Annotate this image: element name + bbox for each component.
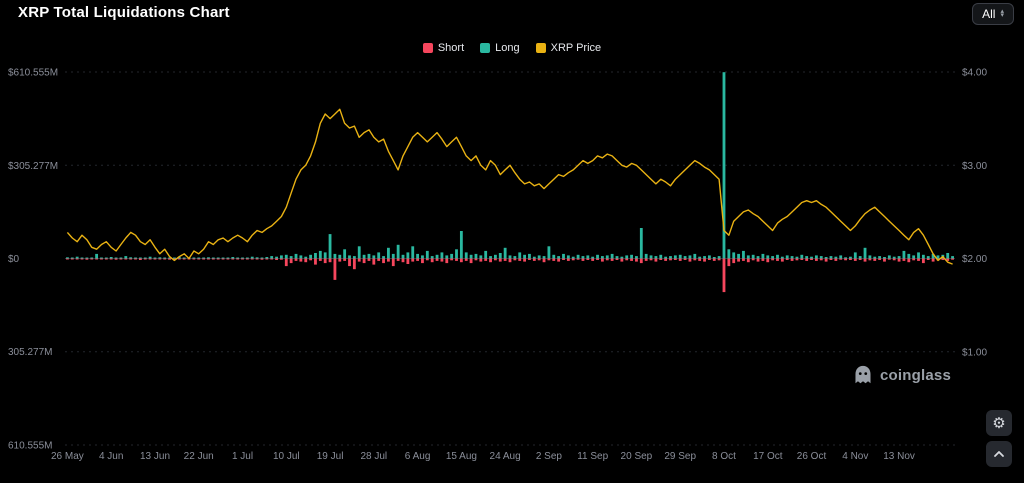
svg-text:13 Nov: 13 Nov <box>883 451 915 462</box>
svg-text:8 Oct: 8 Oct <box>712 451 736 462</box>
svg-text:11 Sep: 11 Sep <box>577 451 608 462</box>
legend-label: Short <box>437 42 465 54</box>
svg-text:4 Jun: 4 Jun <box>99 451 123 462</box>
svg-text:13 Jun: 13 Jun <box>140 451 170 462</box>
short-swatch-icon <box>422 43 433 53</box>
svg-text:4 Nov: 4 Nov <box>842 451 868 462</box>
xrp-price-swatch-icon <box>535 43 546 53</box>
svg-text:10 Jul: 10 Jul <box>273 451 300 462</box>
price-line <box>66 108 953 265</box>
svg-text:6 Aug: 6 Aug <box>405 451 431 462</box>
svg-text:$0: $0 <box>8 254 20 265</box>
range-selector-label: All <box>982 7 996 21</box>
svg-text:$1.00: $1.00 <box>962 347 987 358</box>
watermark-text: coinglass <box>880 366 951 384</box>
x-axis-labels: 26 May 4 Jun 13 Jun 22 Jun 1 Jul 10 Jul 19 Jul… <box>51 451 915 462</box>
svg-text:$3.00: $3.00 <box>962 161 987 172</box>
svg-text:$305.277M: $305.277M <box>8 161 58 172</box>
svg-text:26 Oct: 26 Oct <box>797 451 827 462</box>
svg-text:22 Jun: 22 Jun <box>184 451 214 462</box>
collapse-button[interactable] <box>986 441 1012 467</box>
svg-text:15 Aug: 15 Aug <box>446 451 477 462</box>
svg-text:29 Sep: 29 Sep <box>664 451 696 462</box>
svg-text:$610.555M: $610.555M <box>8 68 58 79</box>
legend-item-long[interactable]: Long <box>480 42 520 54</box>
settings-button[interactable]: ⚙ <box>986 410 1012 436</box>
short-bars <box>66 258 954 293</box>
svg-text:1 Jul: 1 Jul <box>232 451 253 462</box>
coinglass-logo-icon <box>855 365 871 384</box>
svg-text:28 Jul: 28 Jul <box>360 451 387 462</box>
y-axis-labels-right: $4.00 $3.00 $2.00 $1.00 <box>962 68 987 359</box>
chevron-up-icon <box>994 451 1004 457</box>
range-selector-button[interactable]: All ▴ ▾ <box>972 3 1014 25</box>
svg-text:17 Oct: 17 Oct <box>753 451 783 462</box>
chevron-up-down-icon: ▴ ▾ <box>1000 8 1004 19</box>
legend-label: Long <box>495 42 520 54</box>
svg-text:305.277M: 305.277M <box>8 347 52 358</box>
chart-legend: Short Long XRP Price <box>0 42 1024 54</box>
svg-text:2 Sep: 2 Sep <box>536 451 563 462</box>
page-title: XRP Total Liquidations Chart <box>18 4 230 21</box>
svg-text:$2.00: $2.00 <box>962 254 987 265</box>
legend-item-short[interactable]: Short <box>422 42 465 54</box>
long-swatch-icon <box>480 43 491 53</box>
legend-item-xrp-price[interactable]: XRP Price <box>535 42 602 54</box>
legend-label: XRP Price <box>550 42 602 54</box>
svg-text:24 Aug: 24 Aug <box>490 451 521 462</box>
svg-text:26 May: 26 May <box>51 451 84 462</box>
svg-text:20 Sep: 20 Sep <box>621 451 653 462</box>
y-axis-labels-left: $610.555M $305.277M $0 305.277M 610.555M <box>8 68 58 452</box>
svg-text:19 Jul: 19 Jul <box>317 451 344 462</box>
svg-text:$4.00: $4.00 <box>962 68 987 79</box>
long-bars <box>66 72 954 259</box>
gear-icon: ⚙ <box>992 414 1006 432</box>
coinglass-watermark: coinglass <box>852 364 951 386</box>
svg-text:610.555M: 610.555M <box>8 441 52 452</box>
corner-controls: ⚙ <box>986 410 1012 467</box>
